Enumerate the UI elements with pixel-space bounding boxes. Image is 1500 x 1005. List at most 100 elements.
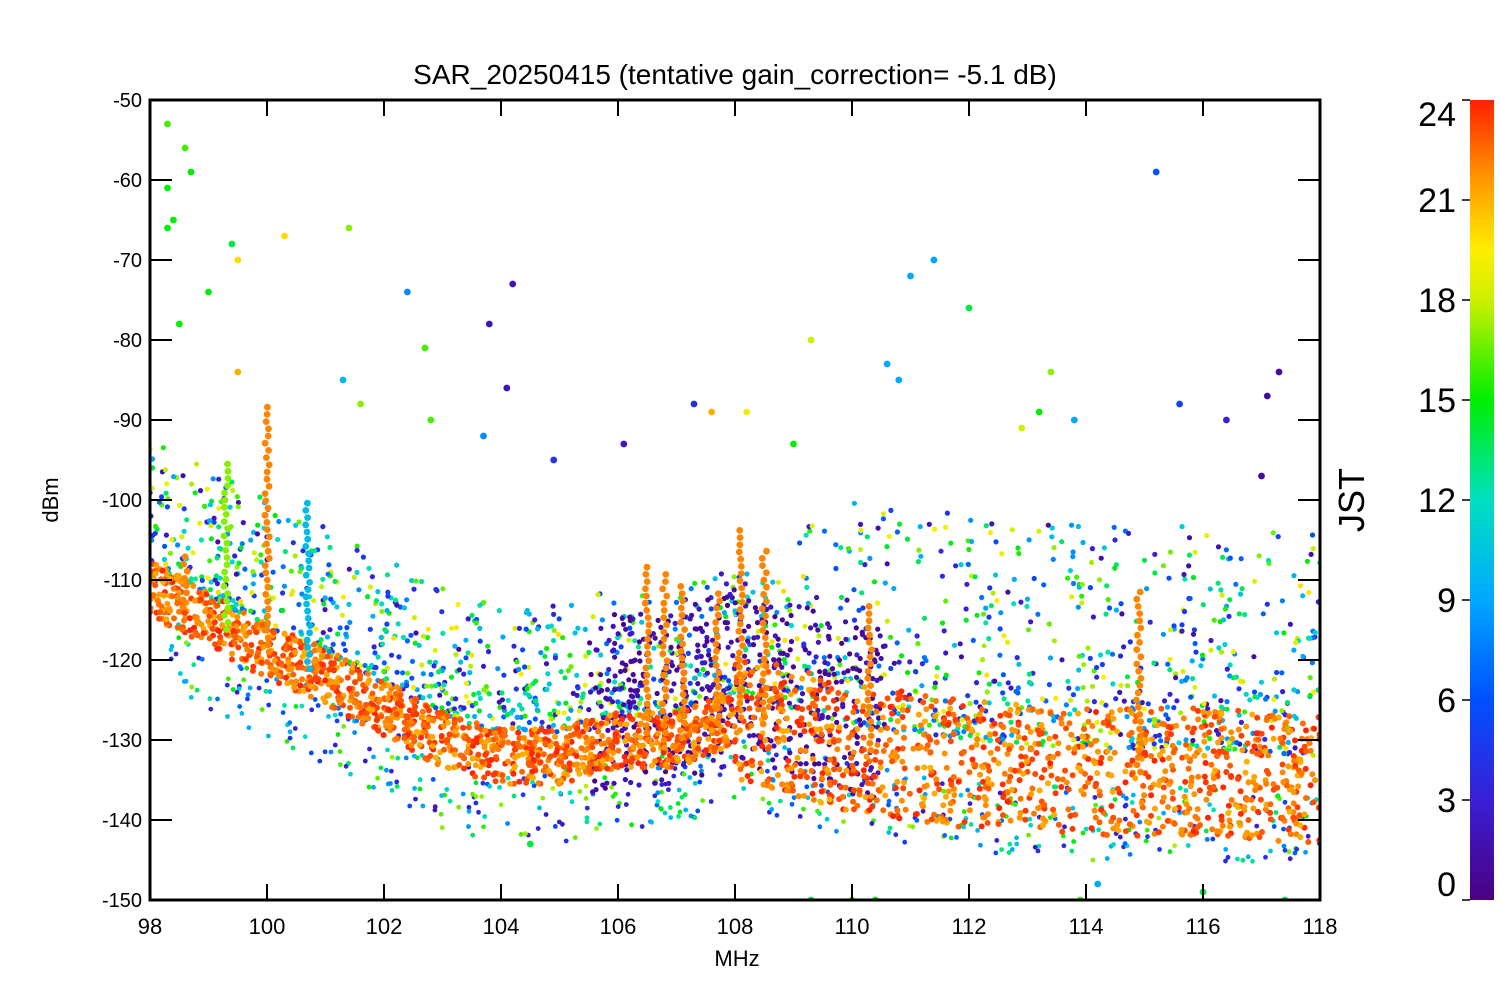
data-point	[894, 529, 901, 535]
data-point	[522, 664, 528, 670]
data-point	[700, 666, 706, 673]
data-point	[264, 619, 271, 627]
data-point	[759, 699, 767, 706]
data-point	[975, 732, 981, 738]
data-point	[1159, 756, 1166, 763]
data-point	[731, 738, 738, 745]
data-point	[1149, 736, 1156, 743]
data-point	[635, 727, 642, 734]
data-point	[324, 534, 330, 540]
data-point	[617, 721, 624, 728]
data-point	[680, 712, 688, 720]
data-point	[283, 674, 289, 681]
data-point	[499, 690, 505, 696]
data-point	[1172, 843, 1177, 849]
data-point	[699, 686, 705, 692]
data-point	[391, 635, 397, 641]
data-point	[942, 698, 948, 704]
data-point	[1076, 653, 1082, 659]
data-point	[1072, 707, 1078, 713]
data-point	[919, 683, 925, 689]
data-point	[524, 607, 530, 614]
data-point	[604, 671, 610, 677]
data-point	[481, 824, 486, 830]
data-point	[1020, 770, 1027, 777]
data-point	[1216, 748, 1223, 755]
data-point	[767, 783, 774, 790]
data-point	[250, 663, 257, 670]
data-point	[731, 723, 738, 730]
data-point	[393, 735, 400, 742]
data-point	[771, 657, 777, 663]
data-point	[1244, 740, 1251, 747]
data-point	[542, 763, 549, 770]
data-point	[403, 755, 409, 761]
data-point	[1110, 715, 1117, 722]
data-point	[763, 648, 770, 656]
data-point	[1038, 774, 1045, 781]
data-point	[833, 679, 840, 685]
data-point	[1124, 796, 1129, 801]
data-point	[921, 783, 928, 790]
data-point	[1070, 554, 1076, 560]
data-point	[264, 659, 271, 665]
data-point	[400, 634, 406, 641]
data-point	[1112, 537, 1118, 543]
data-point	[1001, 696, 1007, 702]
data-point	[1047, 710, 1054, 717]
data-point	[938, 548, 944, 554]
data-point	[466, 804, 472, 810]
data-point	[958, 735, 964, 741]
data-point	[466, 809, 472, 814]
data-point	[748, 695, 755, 701]
data-point	[409, 658, 416, 665]
data-point	[260, 644, 267, 651]
data-point	[805, 600, 811, 606]
data-point	[1063, 702, 1069, 708]
data-point	[825, 714, 831, 721]
data-point	[511, 643, 517, 649]
data-point	[396, 692, 403, 699]
data-point	[915, 711, 922, 718]
data-point	[343, 763, 349, 769]
data-point	[1186, 563, 1192, 569]
data-point	[632, 657, 638, 663]
data-point	[1104, 583, 1110, 589]
data-point	[470, 742, 476, 749]
data-point	[904, 707, 911, 714]
data-point	[570, 731, 577, 738]
data-point	[652, 700, 659, 706]
data-point	[682, 792, 688, 798]
data-point	[1236, 686, 1242, 692]
data-point	[958, 792, 964, 798]
data-point	[702, 709, 709, 716]
data-point	[642, 679, 650, 686]
data-point	[953, 563, 959, 569]
data-point	[731, 587, 737, 593]
data-point	[192, 576, 198, 582]
data-point	[827, 779, 834, 786]
data-point	[568, 738, 575, 745]
data-point	[1277, 735, 1284, 742]
data-point	[267, 672, 274, 679]
data-point	[690, 742, 697, 749]
data-point	[265, 425, 272, 433]
data-point	[1251, 773, 1258, 780]
data-point	[1169, 789, 1176, 796]
data-point	[644, 614, 652, 621]
data-point	[1005, 701, 1011, 707]
data-point	[715, 669, 723, 677]
data-point	[817, 669, 823, 675]
data-point	[1066, 685, 1072, 691]
data-point	[927, 736, 934, 743]
data-point	[667, 712, 673, 718]
data-point	[880, 714, 886, 721]
data-point	[475, 751, 482, 758]
data-point	[821, 655, 827, 661]
data-point	[608, 742, 615, 749]
data-point	[614, 817, 620, 823]
data-point	[660, 614, 668, 621]
data-point	[890, 813, 897, 820]
data-point	[711, 655, 719, 662]
data-point	[1255, 808, 1261, 815]
